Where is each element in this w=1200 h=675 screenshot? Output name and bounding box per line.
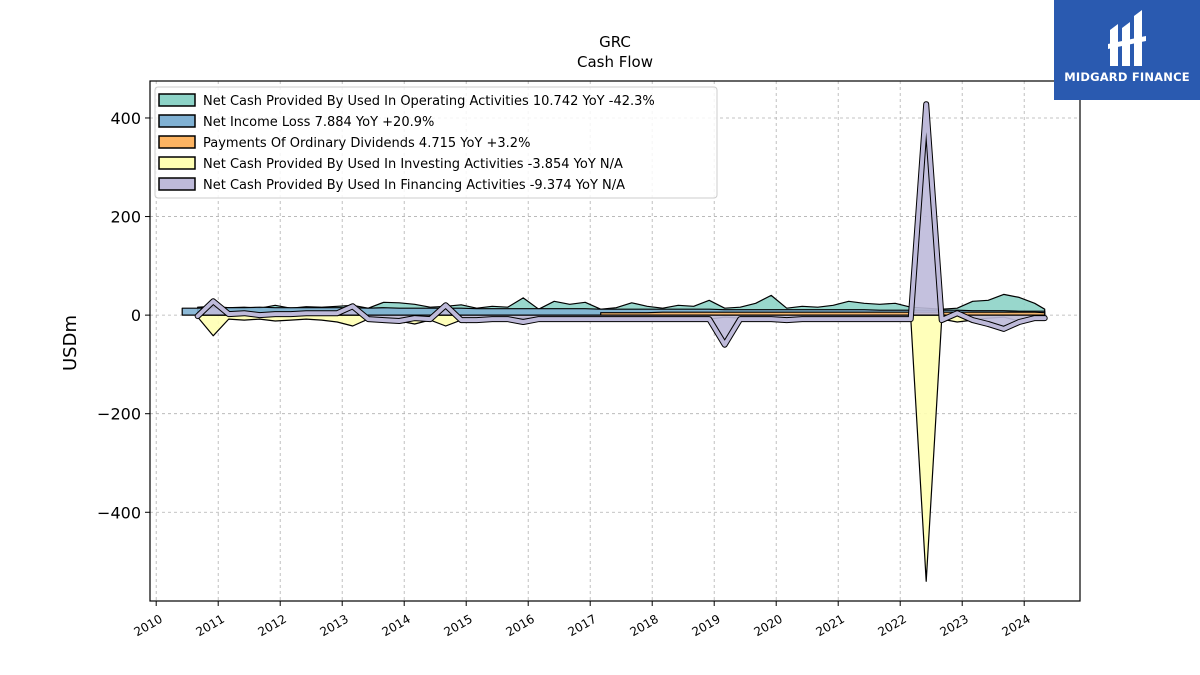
y-tick-label: 0 [131, 306, 141, 325]
legend-label: Payments Of Ordinary Dividends 4.715 YoY… [203, 136, 530, 151]
x-tick-label: 2010 [131, 612, 164, 639]
legend-box [154, 86, 718, 199]
legend-label: Net Cash Provided By Used In Operating A… [203, 94, 655, 109]
x-tick-label: 2011 [193, 612, 226, 639]
legend-swatch [158, 93, 196, 107]
x-tick-label: 2014 [379, 612, 412, 639]
x-tick-label: 2013 [317, 612, 350, 639]
x-tick-label: 2023 [937, 612, 970, 639]
legend-label: Net Income Loss 7.884 YoY +20.9% [203, 115, 434, 130]
series-area-3 [197, 314, 1046, 582]
x-tick-label: 2019 [689, 612, 722, 639]
x-tick-label: 2015 [441, 612, 474, 639]
y-tick-label: −200 [97, 405, 141, 424]
x-tick-label: 2020 [751, 612, 784, 639]
legend-swatch [158, 156, 196, 170]
legend-swatch [158, 114, 196, 128]
chart-subtitle: Cash Flow [577, 53, 653, 71]
brand-mark-icon [1108, 10, 1146, 66]
series-line-4 [195, 102, 1047, 347]
x-tick-label: 2024 [999, 612, 1032, 639]
x-tick-label: 2016 [503, 612, 536, 639]
chart-title: GRC [599, 33, 631, 51]
legend-label: Net Cash Provided By Used In Investing A… [203, 157, 623, 172]
x-tick-label: 2021 [813, 612, 846, 639]
legend-label: Net Cash Provided By Used In Financing A… [203, 178, 625, 193]
brand-name: MIDGARD FINANCE [1064, 70, 1190, 84]
x-axis-ticks: 2010 2011 2012 2013 2014 2015 2016 2017 2018 2019… [131, 601, 1033, 639]
x-tick-label: 2012 [255, 612, 288, 639]
legend-swatch [158, 135, 196, 149]
y-tick-label: 200 [110, 208, 141, 227]
plot-frame [149, 80, 1081, 602]
y-tick-label: 400 [110, 109, 141, 128]
x-tick-label: 2017 [565, 612, 598, 639]
x-tick-label: 2018 [627, 612, 660, 639]
legend: Net Cash Provided By Used In Operating A… [154, 86, 718, 199]
x-tick-label: 2022 [875, 612, 908, 639]
y-axis-label: USDm [60, 315, 81, 371]
legend-swatch [158, 177, 196, 191]
brand-logo: MIDGARD FINANCE [1054, 0, 1200, 100]
y-tick-label: −400 [97, 503, 141, 522]
y-axis-ticks: 400 200 0 −200 −400 [97, 109, 150, 522]
series-areas [181, 101, 1048, 582]
